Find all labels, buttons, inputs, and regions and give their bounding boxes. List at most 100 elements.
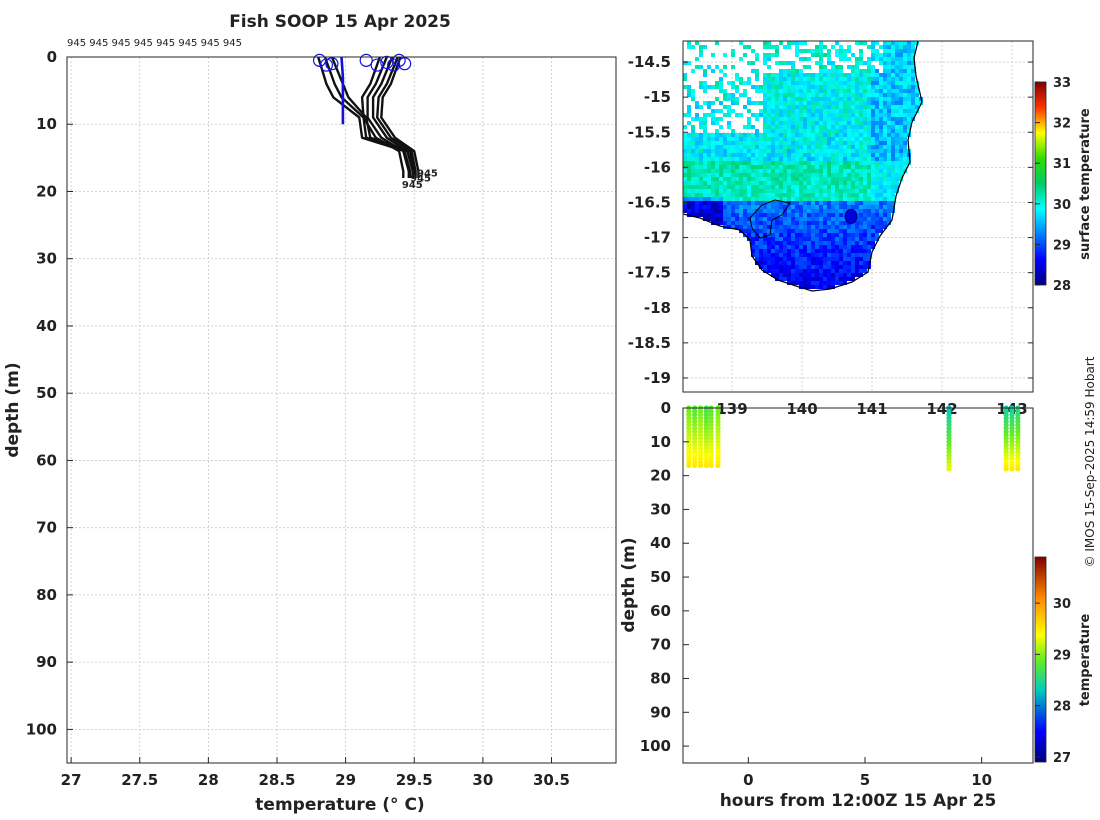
sst-pixel [819, 161, 823, 165]
sst-pixel [815, 105, 819, 109]
sst-pixel [819, 213, 823, 217]
map-lat-tick-label: -16 [644, 158, 671, 176]
sst-pixel [715, 165, 719, 169]
profile-y-tick-label: 40 [36, 317, 57, 335]
sst-pixel [791, 89, 795, 93]
sst-pixel [715, 189, 719, 193]
sst-pixel [783, 61, 787, 65]
sst-pixel [775, 113, 779, 117]
sst-pixel [787, 277, 791, 281]
sst-pixel [851, 157, 855, 161]
sst-pixel [795, 85, 799, 89]
sst-pixel [767, 181, 771, 185]
sst-pixel [823, 77, 827, 81]
sst-pixel [723, 221, 727, 225]
sst-pixel [787, 237, 791, 241]
sst-pixel [763, 241, 767, 245]
sst-pixel [691, 177, 695, 181]
sst-pixel [795, 165, 799, 169]
sst-pixel [783, 81, 787, 85]
sst-pixel [775, 201, 779, 205]
sst-pixel [799, 169, 803, 173]
sst-pixel [691, 125, 695, 129]
sst-pixel [891, 137, 895, 141]
sst-pixel [683, 205, 687, 209]
sst-pixel [851, 189, 855, 193]
sst-pixel [723, 189, 727, 193]
sst-pixel [851, 161, 855, 165]
sst-pixel [711, 165, 715, 169]
sst-pixel [879, 221, 883, 225]
sst-pixel [727, 221, 731, 225]
sst-pixel [695, 157, 699, 161]
sst-pixel [719, 69, 723, 73]
sst-pixel [719, 137, 723, 141]
sst-pixel [855, 77, 859, 81]
sst-pixel [855, 85, 859, 89]
sst-pixel [763, 169, 767, 173]
sst-pixel [859, 257, 863, 261]
sst-pixel [831, 261, 835, 265]
sst-pixel [879, 173, 883, 177]
sst-pixel [831, 93, 835, 97]
sst-pixel [759, 141, 763, 145]
sst-pixel [747, 185, 751, 189]
sst-pixel [791, 245, 795, 249]
map-lat-tick-label: -15.5 [628, 123, 671, 141]
sst-pixel [755, 249, 759, 253]
sst-pixel [723, 173, 727, 177]
sst-pixel [843, 93, 847, 97]
sst-pixel [887, 181, 891, 185]
sst-pixel [719, 201, 723, 205]
sst-pixel [747, 229, 751, 233]
sst-pixel [883, 177, 887, 181]
sst-pixel [875, 149, 879, 153]
sst-pixel [787, 193, 791, 197]
sst-pixel [731, 173, 735, 177]
sst-pixel [811, 265, 815, 269]
sst-pixel [791, 217, 795, 221]
sst-pixel [827, 169, 831, 173]
time-y-tick-label: 70 [650, 636, 671, 654]
sst-pixel [823, 181, 827, 185]
sst-pixel [771, 89, 775, 93]
sst-pixel [787, 185, 791, 189]
map-lat-tick-label: -16.5 [628, 193, 671, 211]
cast-point [715, 462, 721, 469]
sst-pixel [767, 269, 771, 273]
sst-pixel [847, 65, 851, 69]
sst-colorbar [1034, 81, 1047, 286]
sst-pixel [903, 77, 907, 81]
sst-pixel [831, 281, 835, 285]
sst-pixel [815, 97, 819, 101]
sst-pixel [867, 117, 871, 121]
sst-pixel [879, 77, 883, 81]
sst-pixel [715, 193, 719, 197]
sst-pixel [883, 201, 887, 205]
sst-pixel [791, 165, 795, 169]
sst-pixel [687, 165, 691, 169]
sst-pixel [703, 161, 707, 165]
sst-pixel [775, 89, 779, 93]
sst-pixel [867, 89, 871, 93]
sst-pixel [903, 153, 907, 157]
sst-pixel [783, 149, 787, 153]
sst-pixel [843, 133, 847, 137]
sst-pixel [859, 117, 863, 121]
sst-pixel [807, 221, 811, 225]
sst-pixel [863, 241, 867, 245]
sst-pixel [707, 65, 711, 69]
sst-pixel [795, 77, 799, 81]
surface-circle-marker [398, 57, 412, 71]
sst-pixel [863, 261, 867, 265]
sst-pixel [707, 197, 711, 201]
sst-pixel [891, 61, 895, 65]
sst-pixel [831, 177, 835, 181]
sst-pixel [783, 105, 787, 109]
sst-pixel [907, 45, 911, 49]
sst-pixel [887, 197, 891, 201]
sst-pixel [795, 145, 799, 149]
sst-pixel [795, 133, 799, 137]
sst-pixel [875, 77, 879, 81]
sst-pixel [839, 193, 843, 197]
